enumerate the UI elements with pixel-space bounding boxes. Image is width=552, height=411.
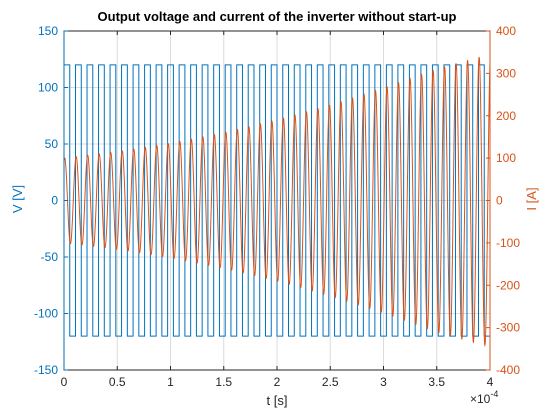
x-tick-label: 2.5 (322, 375, 339, 389)
x-tick-label: 0.5 (109, 375, 126, 389)
x-tick-label: 4 (487, 375, 494, 389)
y-left-tick-label: 50 (45, 137, 59, 151)
y-right-tick-label: 300 (496, 66, 516, 80)
x-axis-label: t [s] (267, 393, 288, 408)
y-right-tick-label: 0 (496, 194, 503, 208)
y-right-tick-label: 100 (496, 151, 516, 165)
x-tick-label: 3 (380, 375, 387, 389)
y-left-tick-label: -100 (34, 307, 58, 321)
y-right-tick-label: 400 (496, 24, 516, 38)
x-tick-label: 3.5 (428, 375, 445, 389)
y-axis-right-label: I [A] (524, 187, 539, 210)
y-left-tick-label: -50 (41, 250, 59, 264)
x-tick-label: 2 (274, 375, 281, 389)
y-left-tick-label: 150 (38, 24, 58, 38)
y-right-tick-label: -100 (496, 236, 520, 250)
chart-title: Output voltage and current of the invert… (98, 9, 457, 24)
x-tick-label: 1 (167, 375, 174, 389)
y-left-tick-label: 100 (38, 81, 58, 95)
y-axis-left-label: V [V] (10, 185, 25, 213)
x-tick-label: 1.5 (215, 375, 232, 389)
y-left-tick-label: -150 (34, 363, 58, 377)
y-right-tick-label: -200 (496, 278, 520, 292)
y-right-tick-label: -400 (496, 363, 520, 377)
y-left-tick-label: 0 (51, 194, 58, 208)
y-right-tick-label: 200 (496, 109, 516, 123)
y-right-tick-label: -300 (496, 321, 520, 335)
x-tick-label: 0 (61, 375, 68, 389)
